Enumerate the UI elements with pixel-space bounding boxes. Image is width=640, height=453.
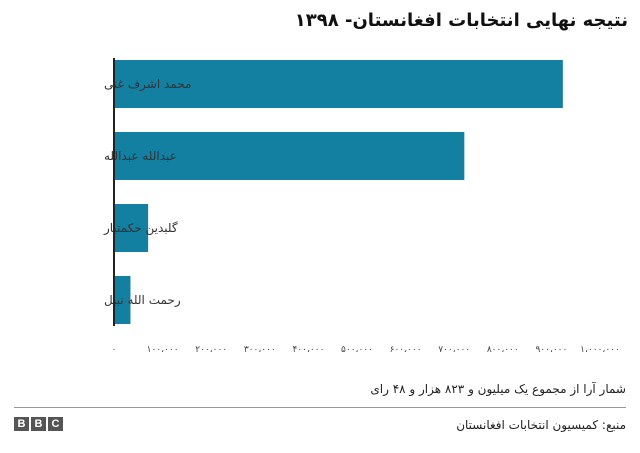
bar-2 [114,204,149,252]
category-label: گلبدین حکمتیار [103,221,178,236]
bar-0 [114,60,563,108]
bbc-logo-letter: B [14,417,29,431]
x-tick-label: ۰ [112,345,117,355]
footer-divider [14,407,626,408]
chart-title: نتیجه نهایی انتخابات افغانستان- ۱۳۹۸ [294,10,628,31]
bbc-logo: B B C [14,417,63,431]
bar-1 [114,132,465,180]
x-tick-label: ۲۰۰،۰۰۰ [195,345,227,355]
category-label: رحمت الله نبیل [104,293,181,308]
source-note: منبع: کمیسیون انتخابات افغانستان [456,418,626,432]
x-tick-label: ۸۰۰،۰۰۰ [487,345,519,355]
category-label: عبدالله عبدالله [104,149,177,163]
bar-chart: محمد اشرف غنی عبدالله عبدالله گلبدین حکمتی… [103,58,620,355]
x-tick-label: ۵۰۰،۰۰۰ [341,345,373,355]
bbc-logo-letter: C [48,417,63,431]
x-tick-label: ۶۰۰،۰۰۰ [390,345,422,355]
x-tick-label: ۴۰۰،۰۰۰ [292,345,324,355]
category-label: محمد اشرف غنی [104,77,191,92]
x-tick-label: ۹۰۰،۰۰۰ [535,345,567,355]
bbc-logo-letter: B [31,417,46,431]
x-tick-label: ۱،۰۰۰،۰۰۰ [580,345,620,355]
x-tick-label: ۱۰۰،۰۰۰ [147,345,179,355]
x-tick-label: ۷۰۰،۰۰۰ [438,345,470,355]
bar-3 [114,276,131,324]
total-votes-note: شمار آرا از مجموع یک میلیون و ۸۲۳ هزار و… [370,382,626,396]
x-tick-label: ۳۰۰،۰۰۰ [244,345,276,355]
